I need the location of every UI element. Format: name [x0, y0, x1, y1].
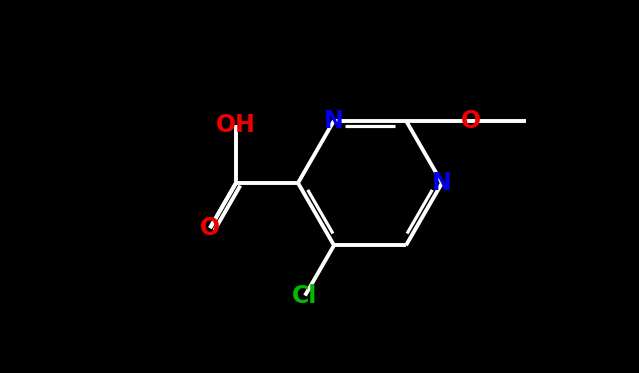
Text: O: O [200, 216, 220, 240]
Text: N: N [432, 171, 452, 195]
Text: Cl: Cl [292, 283, 318, 308]
Text: N: N [324, 109, 344, 133]
Text: O: O [461, 109, 481, 133]
Text: OH: OH [216, 113, 256, 137]
